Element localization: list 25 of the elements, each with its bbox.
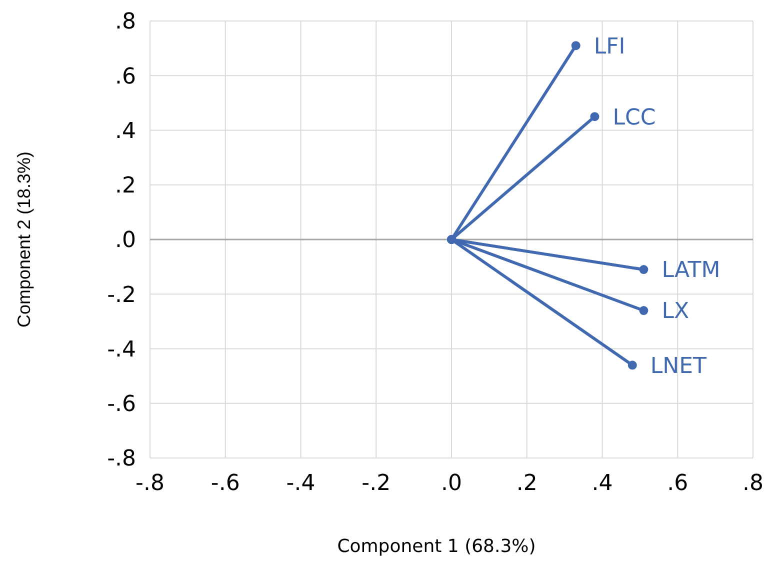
x-tick-label: .2 [516,471,538,496]
x-tick-label: -.2 [362,471,391,496]
x-tick-label: -.8 [136,471,164,496]
x-tick-label: .4 [592,471,613,496]
series-label: LX [662,299,690,324]
y-tick-label: -.4 [107,337,136,362]
x-axis-title: Component 1 (68.3%) [337,536,536,557]
x-tick-label: -.4 [286,471,316,496]
y-tick-label: .2 [115,174,136,199]
y-tick-label: .6 [115,64,136,90]
y-tick-label: .8 [115,10,136,35]
series-label: LNET [650,354,708,379]
y-tick-label: -.2 [107,282,136,308]
y-tick-label: .0 [115,228,136,254]
x-tick-label: .6 [667,471,688,496]
series-label: LFI [594,34,626,60]
series-label: LCC [612,105,656,130]
x-tick-label: -.6 [210,471,240,496]
x-tick-label: .8 [742,471,764,496]
y-axis-title: Component 2 (18.3%) [14,151,34,328]
x-tick-label: .0 [441,471,462,496]
y-tick-label: -.6 [107,392,136,418]
y-tick-label: .4 [115,118,136,144]
series-label: LATM [662,258,720,284]
y-tick-label: -.8 [107,446,136,472]
